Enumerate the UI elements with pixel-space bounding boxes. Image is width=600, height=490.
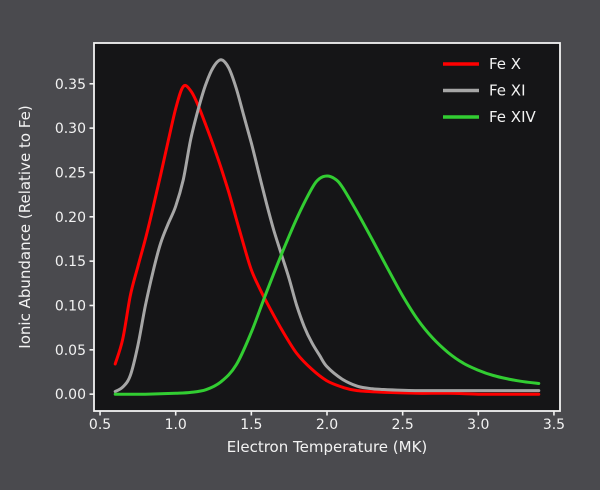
x-tick-label: 2.0 [316,417,338,433]
y-tick-label: 0.30 [55,121,86,137]
curve-fe-xi [113,58,541,393]
x-tick-label: 1.0 [165,417,187,433]
curves-layer [113,58,541,396]
y-tick-label: 0.35 [55,77,86,93]
y-axis-ticks: 0.00 0.05 0.10 0.15 0.20 0.25 0.30 0.35 [55,77,94,403]
x-tick-label: 3.0 [467,417,489,433]
y-tick-label: 0.20 [55,210,86,226]
y-tick-label: 0.10 [55,298,86,314]
legend-item: Fe XIV [443,108,537,126]
x-tick-label: 2.5 [392,417,414,433]
curve-fe-x [113,84,541,396]
y-tick-label: 0.25 [55,165,86,181]
plot-area [94,43,560,411]
legend-label: Fe X [489,55,521,73]
x-tick-label: 0.5 [89,417,111,433]
x-axis-label: Electron Temperature (MK) [227,438,428,456]
y-tick-label: 0.05 [55,343,86,359]
y-tick-label: 0.15 [55,254,86,270]
curve-fe-xiv [113,174,541,396]
legend-item: Fe XI [443,82,526,100]
legend-label: Fe XI [489,82,526,100]
y-tick-label: 0.00 [55,387,86,403]
legend: Fe X Fe XI Fe XIV [443,55,537,126]
x-tick-label: 3.5 [543,417,565,433]
legend-item: Fe X [443,55,521,73]
legend-label: Fe XIV [489,108,537,126]
x-tick-label: 1.5 [240,417,262,433]
y-axis-label: Ionic Abundance (Relative to Fe) [16,105,34,348]
x-axis-ticks: 0.5 1.0 1.5 2.0 2.5 3.0 3.5 [89,411,565,433]
